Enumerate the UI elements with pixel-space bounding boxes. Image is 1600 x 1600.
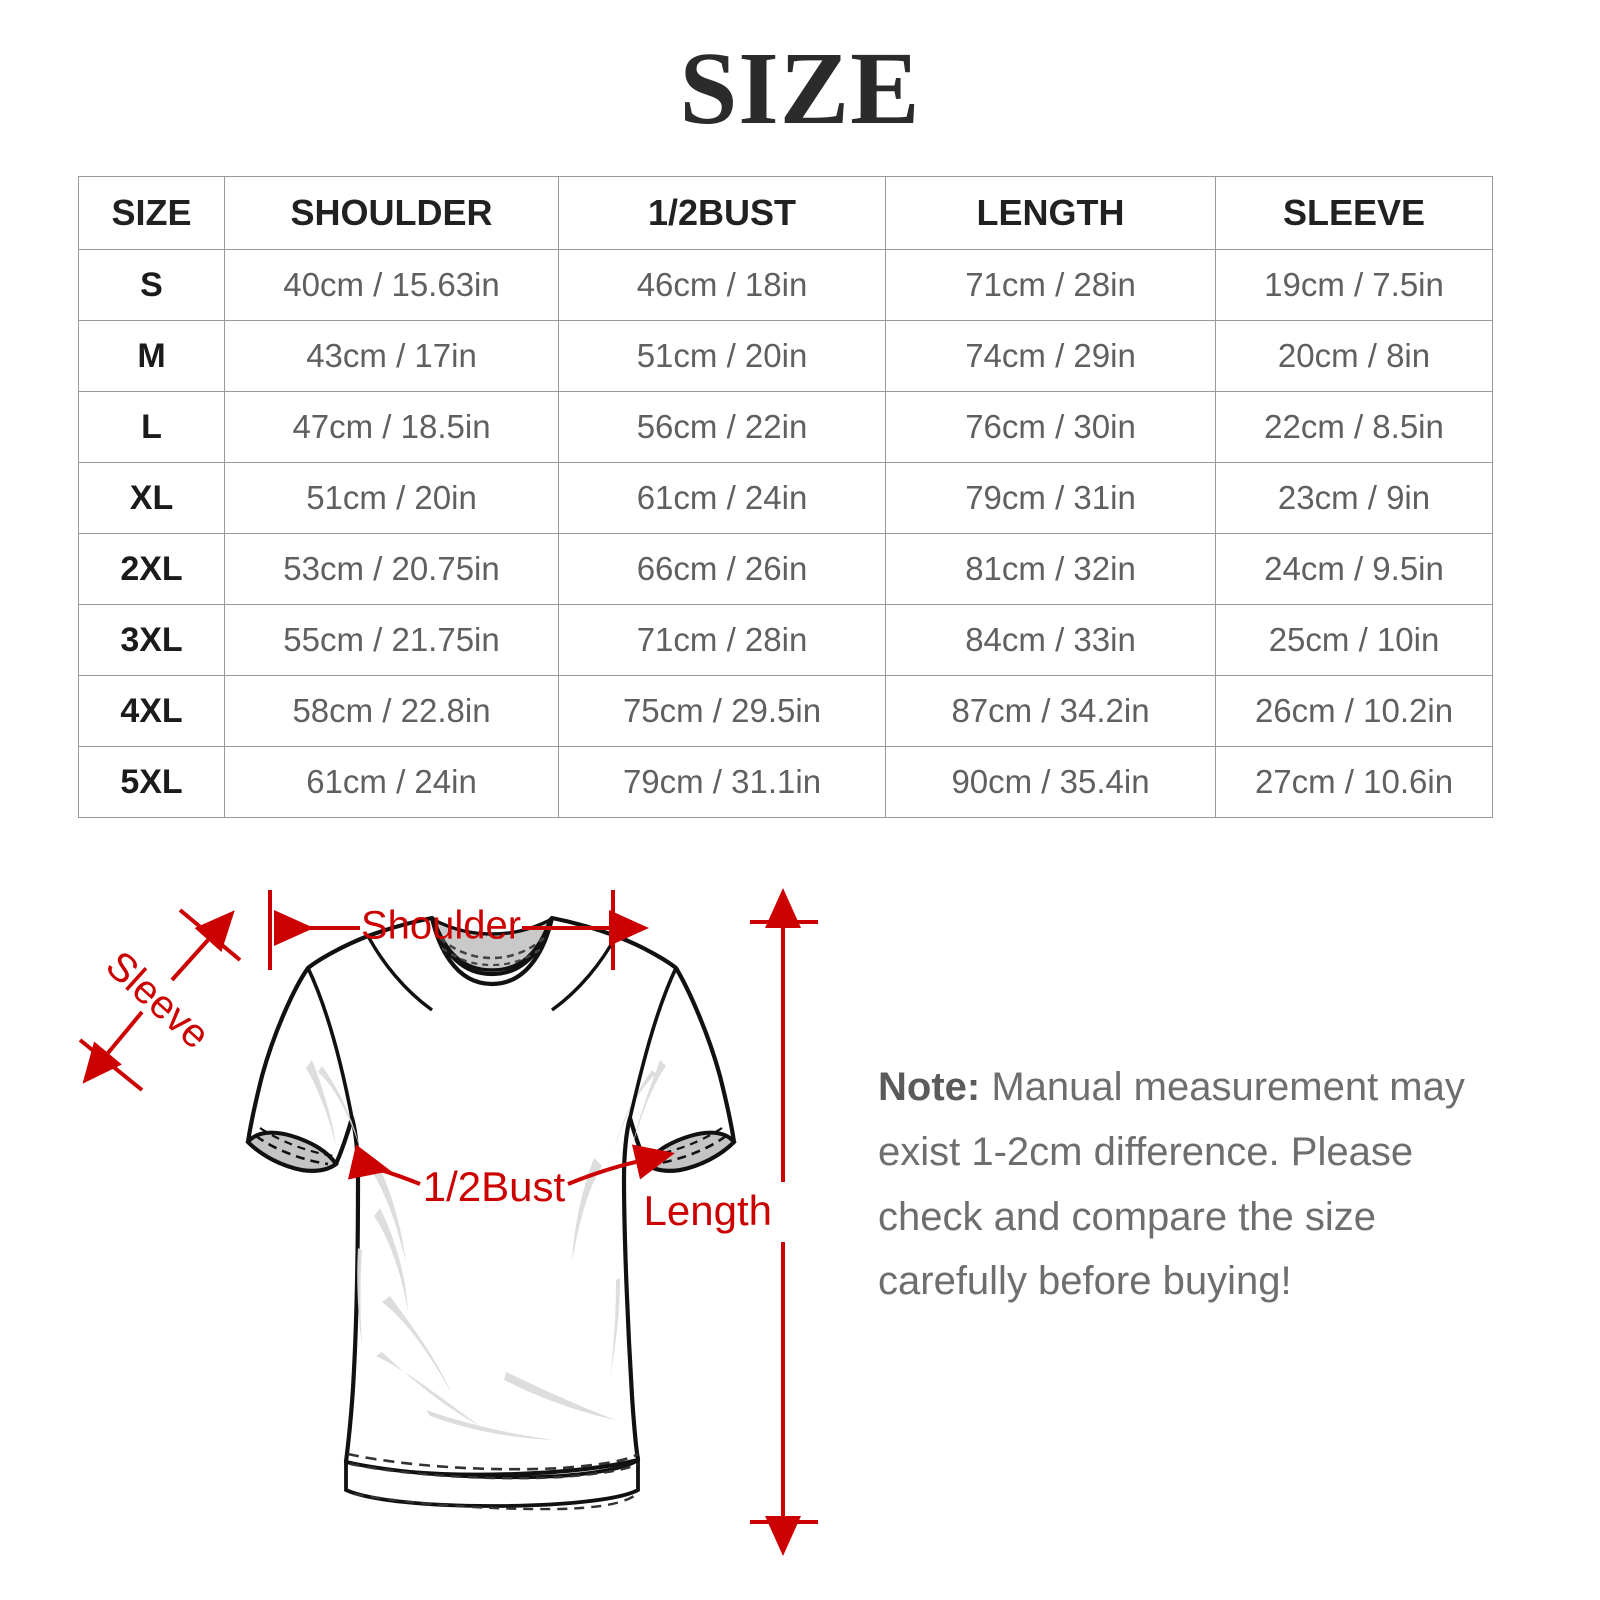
sleeve-cuff-right-stitch (653, 1134, 727, 1166)
cell-length: 84cm / 33in (885, 604, 1216, 676)
cell-sleeve: 23cm / 9in (1215, 462, 1493, 534)
cell-bust: 75cm / 29.5in (558, 675, 886, 747)
cell-sleeve: 24cm / 9.5in (1215, 533, 1493, 605)
sleeve-label: Sleeve (97, 943, 217, 1058)
armhole-seam-left (306, 967, 354, 1119)
cell-size: S (78, 249, 225, 321)
cell-shoulder: 58cm / 22.8in (224, 675, 559, 747)
cell-size: 4XL (78, 675, 225, 747)
tshirt-outline (245, 915, 737, 1477)
cell-bust: 51cm / 20in (558, 320, 886, 392)
cell-bust: 71cm / 28in (558, 604, 886, 676)
column-header-sleeve: SLEEVE (1215, 176, 1493, 250)
table-header-row: SIZE SHOULDER 1/2BUST LENGTH SLEEVE (78, 176, 1493, 250)
collar-stitch-band (439, 937, 545, 960)
sleeve-measurement-annotation (78, 908, 242, 1092)
cell-sleeve: 25cm / 10in (1215, 604, 1493, 676)
cell-size: 5XL (78, 746, 225, 818)
table-row: 3XL 55cm / 21.75in 71cm / 28in 84cm / 33… (78, 604, 1493, 676)
note-label: Note: (878, 1065, 981, 1109)
cell-shoulder: 55cm / 21.75in (224, 604, 559, 676)
cell-sleeve: 19cm / 7.5in (1215, 249, 1493, 321)
size-chart-table: SIZE SHOULDER 1/2BUST LENGTH SLEEVE S 40… (78, 176, 1493, 818)
collar-stitch-band-2 (441, 947, 543, 967)
cell-size: XL (78, 462, 225, 534)
cell-bust: 79cm / 31.1in (558, 746, 886, 818)
cell-length: 87cm / 34.2in (885, 675, 1216, 747)
cell-bust: 66cm / 26in (558, 533, 886, 605)
shoulder-measurement-annotation (268, 890, 649, 970)
note-text: Manual measurement may exist 1-2cm diffe… (878, 1065, 1465, 1304)
cell-size: 3XL (78, 604, 225, 676)
cell-shoulder: 53cm / 20.75in (224, 533, 559, 605)
cell-length: 81cm / 32in (885, 533, 1216, 605)
cell-shoulder: 51cm / 20in (224, 462, 559, 534)
cell-size: L (78, 391, 225, 463)
sleeve-cuff-left-stitch-2 (259, 1127, 335, 1158)
length-label: Length (644, 1187, 772, 1234)
cell-bust: 46cm / 18in (558, 249, 886, 321)
cell-shoulder: 43cm / 17in (224, 320, 559, 392)
shoulder-seam-left (366, 935, 433, 1012)
cell-length: 74cm / 29in (885, 320, 1216, 392)
table-row: S 40cm / 15.63in 46cm / 18in 71cm / 28in… (78, 249, 1493, 321)
note-block: Note: Manual measurement may exist 1-2cm… (878, 1055, 1518, 1314)
cell-length: 76cm / 30in (885, 391, 1216, 463)
column-header-shoulder: SHOULDER (224, 176, 559, 250)
column-header-size: SIZE (78, 176, 225, 250)
tshirt-measurement-diagram: Shoulder Sleeve 1/2Bust Length (0, 840, 1600, 1560)
cell-shoulder: 40cm / 15.63in (224, 249, 559, 321)
table-row: M 43cm / 17in 51cm / 20in 74cm / 29in 20… (78, 320, 1493, 392)
page-title: SIZE (679, 31, 921, 146)
half-bust-arrow-left (347, 1144, 421, 1186)
sleeve-tick-upper (178, 908, 242, 962)
half-bust-arrow-right (567, 1144, 675, 1186)
cell-length: 71cm / 28in (885, 249, 1216, 321)
cell-shoulder: 61cm / 24in (224, 746, 559, 818)
armhole-seam-right (628, 967, 678, 1119)
length-measurement-annotation (750, 888, 818, 1556)
cell-length: 90cm / 35.4in (885, 746, 1216, 818)
cell-sleeve: 26cm / 10.2in (1215, 675, 1493, 747)
cell-sleeve: 20cm / 8in (1215, 320, 1493, 392)
table-row: 4XL 58cm / 22.8in 75cm / 29.5in 87cm / 3… (78, 675, 1493, 747)
cell-sleeve: 22cm / 8.5in (1215, 391, 1493, 463)
column-header-length: LENGTH (885, 176, 1216, 250)
size-chart-table-container: SIZE SHOULDER 1/2BUST LENGTH SLEEVE S 40… (78, 176, 1493, 818)
cell-size: 2XL (78, 533, 225, 605)
shoulder-label: Shoulder (361, 904, 521, 948)
cell-length: 79cm / 31in (885, 462, 1216, 534)
sleeve-arrow-lower (82, 1010, 144, 1084)
sleeve-arrow-upper (170, 910, 235, 982)
table-row: 2XL 53cm / 20.75in 66cm / 26in 81cm / 32… (78, 533, 1493, 605)
sleeve-cuff-left-stitch (255, 1134, 329, 1166)
cell-sleeve: 27cm / 10.6in (1215, 746, 1493, 818)
table-row: L 47cm / 18.5in 56cm / 22in 76cm / 30in … (78, 391, 1493, 463)
cell-bust: 56cm / 22in (558, 391, 886, 463)
bottom-hem-stitch-3 (353, 1492, 635, 1511)
bottom-hem-stitch (347, 1452, 639, 1471)
table-row: XL 51cm / 20in 61cm / 24in 79cm / 31in 2… (78, 462, 1493, 534)
half-bust-measurement-annotation (347, 1144, 675, 1186)
column-header-bust: 1/2BUST (558, 176, 886, 250)
cell-shoulder: 47cm / 18.5in (224, 391, 559, 463)
cell-bust: 61cm / 24in (558, 462, 886, 534)
cell-size: M (78, 320, 225, 392)
table-row: 5XL 61cm / 24in 79cm / 31.1in 90cm / 35.… (78, 746, 1493, 818)
tshirt-illustration-svg: Shoulder Sleeve 1/2Bust Length (78, 888, 818, 1556)
half-bust-label: 1/2Bust (423, 1163, 566, 1210)
